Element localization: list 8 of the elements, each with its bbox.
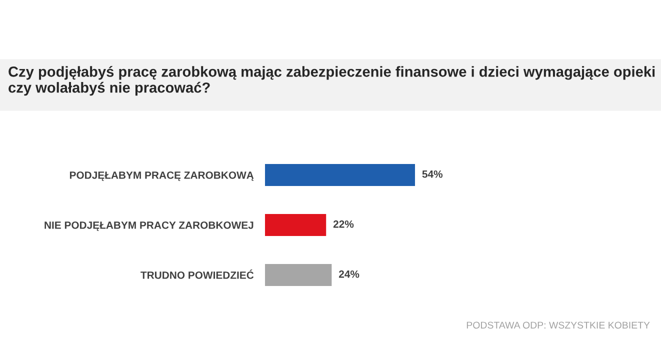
data-label: 24% bbox=[338, 270, 360, 278]
y-tick-label: TRUDNO POWIEDZIEĆ bbox=[140, 270, 254, 279]
text: PODSTAWA ODP: WSZYSTKIE KOBIETY bbox=[466, 322, 650, 329]
chart-title: Czy podjęłabyś pracę zarobkową mając zabezpieczenie finansowe i dzieci wymagające opieki czy wolałabyś nie pracować? bbox=[8, 66, 655, 96]
data-label: 22% bbox=[333, 220, 354, 228]
data-label: 54% bbox=[422, 170, 443, 178]
y-tick-label: NIE PODJĘŁABYM PRACY ZAROBKOWEJ bbox=[44, 222, 254, 231]
y-tick-label: PODJĘŁABYM PRACĘ ZAROBKOWĄ bbox=[70, 172, 254, 181]
